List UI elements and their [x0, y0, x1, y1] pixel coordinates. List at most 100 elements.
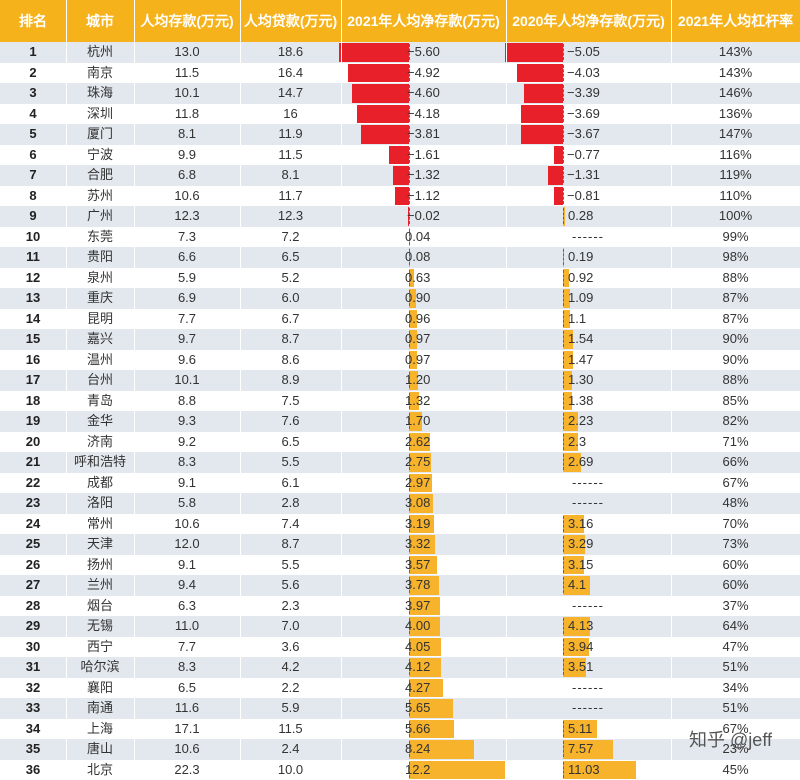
- net-2021-label: −4.60: [407, 83, 440, 104]
- loan-cell: 3.6: [240, 637, 341, 658]
- leverage-cell: 87%: [671, 309, 800, 330]
- deposit-cell: 7.3: [134, 227, 240, 248]
- deposit-cell: 10.6: [134, 514, 240, 535]
- city-cell: 合肥: [66, 165, 134, 186]
- deposit-cell: 6.5: [134, 678, 240, 699]
- leverage-cell: 45%: [671, 760, 800, 780]
- net-2020-bar: [521, 125, 563, 144]
- net-2020-zero-line: [563, 454, 564, 470]
- loan-cell: 11.9: [240, 124, 341, 145]
- leverage-cell: 73%: [671, 534, 800, 555]
- net-2020-label: ------: [572, 596, 604, 617]
- net-2021-label: 4.05: [405, 637, 430, 658]
- deposit-cell: 8.8: [134, 391, 240, 412]
- leverage-cell: 147%: [671, 124, 800, 145]
- leverage-cell: 70%: [671, 514, 800, 535]
- net-2020-zero-line: [563, 639, 564, 655]
- net-2020-bar: [548, 166, 563, 185]
- rank-cell: 6: [0, 145, 66, 166]
- loan-cell: 8.9: [240, 370, 341, 391]
- leverage-cell: 90%: [671, 350, 800, 371]
- loan-cell: 6.5: [240, 432, 341, 453]
- city-cell: 泉州: [66, 268, 134, 289]
- net-2020-zero-line: [563, 721, 564, 737]
- rank-cell: 34: [0, 719, 66, 740]
- net-2020-zero-line: [563, 208, 564, 224]
- net-2020-label: 1.38: [568, 391, 593, 412]
- city-cell: 广州: [66, 206, 134, 227]
- deposit-cell: 11.6: [134, 698, 240, 719]
- column-separator: [66, 0, 67, 773]
- loan-cell: 2.3: [240, 596, 341, 617]
- city-cell: 无锡: [66, 616, 134, 637]
- net-2020-zero-line: [563, 331, 564, 347]
- net-2020-zero-line: [563, 311, 564, 327]
- net-2020-zero-line: [563, 413, 564, 429]
- rank-cell: 4: [0, 104, 66, 125]
- rank-cell: 7: [0, 165, 66, 186]
- deposit-cell: 12.0: [134, 534, 240, 555]
- rank-cell: 3: [0, 83, 66, 104]
- loan-cell: 6.1: [240, 473, 341, 494]
- city-cell: 烟台: [66, 596, 134, 617]
- net-2020-zero-line: [563, 44, 564, 60]
- rank-cell: 14: [0, 309, 66, 330]
- city-cell: 襄阳: [66, 678, 134, 699]
- leverage-cell: 82%: [671, 411, 800, 432]
- leverage-cell: 51%: [671, 657, 800, 678]
- city-cell: 上海: [66, 719, 134, 740]
- net-2020-zero-line: [563, 270, 564, 286]
- net-2020-zero-line: [563, 352, 564, 368]
- deposit-cell: 8.1: [134, 124, 240, 145]
- net-2021-label: 3.78: [405, 575, 430, 596]
- table-header: 排名 城市 人均存款(万元) 人均贷款(万元) 2021年人均净存款(万元) 2…: [0, 0, 800, 42]
- net-2021-label: 3.19: [405, 514, 430, 535]
- loan-cell: 7.5: [240, 391, 341, 412]
- loan-cell: 11.5: [240, 145, 341, 166]
- net-2020-bar: [554, 187, 563, 206]
- city-cell: 青岛: [66, 391, 134, 412]
- leverage-cell: 48%: [671, 493, 800, 514]
- deposit-cell: 10.1: [134, 370, 240, 391]
- net-2020-zero-line: [563, 762, 564, 778]
- net-2020-zero-line: [563, 85, 564, 101]
- rank-cell: 8: [0, 186, 66, 207]
- deposit-cell: 8.3: [134, 657, 240, 678]
- net-2020-label: 7.57: [568, 739, 593, 760]
- net-2020-zero-line: [563, 188, 564, 204]
- deposit-cell: 10.6: [134, 186, 240, 207]
- net-2021-bar: [348, 64, 410, 83]
- loan-cell: 2.2: [240, 678, 341, 699]
- city-cell: 杭州: [66, 42, 134, 63]
- city-cell: 深圳: [66, 104, 134, 125]
- loan-cell: 6.5: [240, 247, 341, 268]
- leverage-cell: 47%: [671, 637, 800, 658]
- loan-cell: 5.5: [240, 555, 341, 576]
- net-2021-label: 0.97: [405, 329, 430, 350]
- city-cell: 天津: [66, 534, 134, 555]
- net-2021-label: 2.75: [405, 452, 430, 473]
- leverage-cell: 136%: [671, 104, 800, 125]
- city-cell: 成都: [66, 473, 134, 494]
- loan-cell: 8.7: [240, 329, 341, 350]
- net-2020-zero-line: [563, 618, 564, 634]
- city-cell: 东莞: [66, 227, 134, 248]
- city-cell: 常州: [66, 514, 134, 535]
- net-2020-label: 5.11: [568, 719, 592, 740]
- leverage-cell: 34%: [671, 678, 800, 699]
- deposit-cell: 10.6: [134, 739, 240, 760]
- rank-cell: 30: [0, 637, 66, 658]
- deposit-cell: 7.7: [134, 309, 240, 330]
